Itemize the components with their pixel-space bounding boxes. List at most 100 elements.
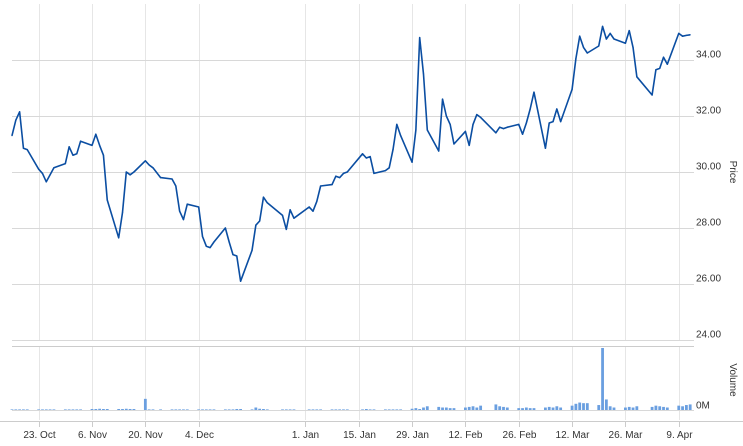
- price-point: [179, 210, 181, 212]
- price-point: [148, 164, 150, 166]
- volume-bar: [364, 409, 368, 410]
- x-tick-label: 12. Feb: [449, 430, 483, 441]
- price-point: [369, 156, 371, 158]
- price-point: [289, 209, 291, 211]
- volume-bar: [383, 409, 387, 410]
- price-point: [529, 108, 531, 110]
- volume-bar: [528, 408, 532, 410]
- price-point: [521, 133, 524, 135]
- volume-bar: [197, 409, 201, 410]
- x-tick-label: 6. Nov: [78, 430, 107, 441]
- volume-bar: [361, 409, 364, 410]
- volume-bar: [422, 407, 425, 410]
- volume-bar: [551, 407, 555, 410]
- volume-bar: [437, 406, 441, 410]
- price-point: [556, 108, 558, 110]
- price-point: [331, 184, 333, 186]
- volume-bar: [654, 405, 658, 410]
- price-point: [201, 235, 204, 237]
- price-point: [453, 143, 455, 145]
- price-point: [685, 34, 687, 36]
- price-point: [426, 129, 428, 131]
- price-point: [213, 241, 215, 243]
- price-point: [495, 132, 497, 134]
- price-point: [476, 114, 478, 116]
- price-point: [72, 154, 74, 156]
- price-point: [259, 220, 261, 222]
- volume-bar: [235, 409, 239, 410]
- volume-bar: [22, 409, 25, 410]
- price-point: [468, 144, 470, 146]
- price-point: [99, 144, 101, 146]
- volume-bar: [334, 409, 338, 410]
- volume-bar: [201, 409, 204, 410]
- volume-bar: [239, 409, 242, 410]
- price-line: [11, 25, 691, 283]
- price-point: [232, 254, 234, 256]
- volume-bar: [410, 408, 414, 410]
- price-point: [11, 135, 13, 137]
- price-point: [285, 228, 287, 230]
- volume-bar: [143, 398, 147, 410]
- volume-bar: [208, 409, 212, 410]
- price-point: [308, 206, 310, 208]
- price-tick-label: 24.00: [696, 330, 721, 341]
- volume-bar: [601, 348, 604, 410]
- price-point: [95, 133, 97, 135]
- price-point: [396, 123, 398, 125]
- volume-bar: [231, 409, 235, 410]
- volume-bar: [414, 408, 418, 410]
- volume-bar: [395, 409, 399, 410]
- price-point: [22, 147, 25, 149]
- volume-bar: [178, 409, 182, 410]
- volume-bar: [464, 407, 467, 410]
- price-point: [255, 224, 257, 226]
- volume-bar: [479, 405, 483, 410]
- volume-bar: [418, 409, 422, 410]
- price-point: [224, 227, 226, 229]
- price-point: [320, 185, 322, 187]
- volume-bar: [372, 409, 376, 410]
- price-point: [121, 212, 124, 214]
- volume-bar: [41, 409, 44, 410]
- volume-axis-title: Volume: [727, 363, 738, 397]
- price-point: [662, 56, 665, 58]
- volume-bar: [505, 407, 509, 410]
- price-point: [102, 154, 105, 156]
- price-point: [175, 185, 177, 187]
- price-point: [335, 175, 337, 177]
- price-tick-label: 26.00: [696, 274, 721, 285]
- price-point: [582, 46, 585, 49]
- volume-bar: [467, 406, 471, 410]
- price-point: [236, 255, 238, 257]
- price-point: [106, 199, 108, 201]
- price-point: [251, 249, 253, 251]
- price-point: [266, 202, 268, 204]
- volume-bar: [44, 409, 48, 410]
- price-point: [262, 196, 265, 198]
- price-point: [518, 123, 520, 125]
- price-tick-label: 28.00: [696, 218, 721, 229]
- volume-bar: [688, 404, 692, 410]
- price-point: [628, 30, 630, 32]
- volume-bar: [444, 407, 448, 410]
- x-tick-label: 29. Jan: [396, 430, 429, 441]
- price-point: [533, 91, 535, 93]
- volume-bar: [102, 409, 105, 410]
- price-point: [361, 153, 364, 155]
- volume-bar: [532, 408, 536, 410]
- price-point: [316, 200, 318, 202]
- price-point: [689, 34, 691, 36]
- volume-bar: [658, 406, 662, 410]
- price-point: [159, 177, 162, 179]
- volume-bar: [212, 409, 216, 410]
- volume-bar: [254, 407, 258, 410]
- price-point: [499, 126, 501, 128]
- volume-tick-label: 0M: [696, 401, 710, 412]
- price-point: [659, 67, 661, 69]
- volume-bar: [585, 403, 589, 410]
- x-tick-label: 9. Apr: [666, 430, 693, 441]
- volume-bar: [223, 409, 227, 410]
- volume-bar: [448, 408, 452, 410]
- price-point: [118, 237, 120, 239]
